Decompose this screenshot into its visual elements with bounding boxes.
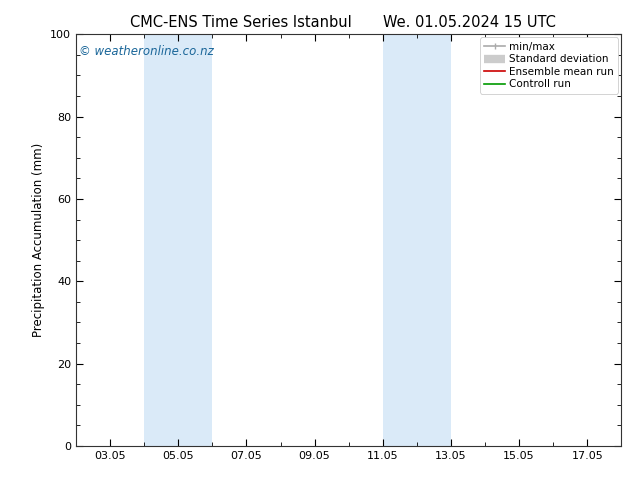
Bar	[144, 34, 212, 446]
Text: CMC-ENS Time Series Istanbul: CMC-ENS Time Series Istanbul	[130, 15, 352, 30]
Text: We. 01.05.2024 15 UTC: We. 01.05.2024 15 UTC	[383, 15, 555, 30]
Text: © weatheronline.co.nz: © weatheronline.co.nz	[79, 45, 214, 58]
Legend: min/max, Standard deviation, Ensemble mean run, Controll run: min/max, Standard deviation, Ensemble me…	[480, 37, 618, 94]
Bar	[383, 34, 451, 446]
Y-axis label: Precipitation Accumulation (mm): Precipitation Accumulation (mm)	[32, 143, 44, 337]
